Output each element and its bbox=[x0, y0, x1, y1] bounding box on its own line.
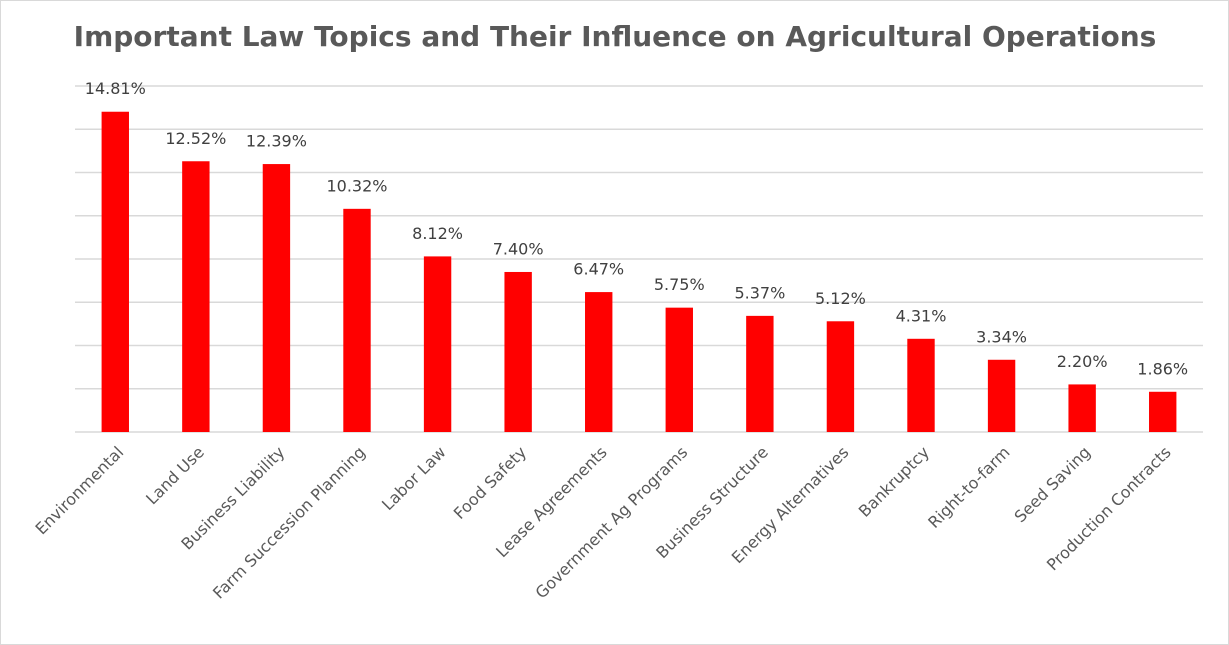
bar bbox=[504, 271, 532, 432]
bar bbox=[826, 321, 855, 432]
bar bbox=[1068, 384, 1096, 432]
bar bbox=[182, 161, 210, 432]
data-label: 1.86% bbox=[1137, 359, 1188, 378]
data-label: 10.32% bbox=[326, 176, 387, 195]
data-label: 4.31% bbox=[896, 306, 947, 325]
bar bbox=[746, 315, 774, 432]
data-label: 5.75% bbox=[654, 275, 705, 294]
data-label: 5.37% bbox=[734, 283, 785, 302]
data-label: 14.81% bbox=[85, 79, 146, 98]
data-label: 5.12% bbox=[815, 289, 866, 308]
bar bbox=[585, 292, 613, 432]
bar bbox=[907, 338, 935, 432]
data-label: 3.34% bbox=[976, 327, 1027, 346]
data-label: 8.12% bbox=[412, 224, 463, 243]
data-label: 2.20% bbox=[1057, 352, 1108, 371]
bar bbox=[987, 359, 1016, 432]
bar bbox=[101, 111, 129, 432]
bar bbox=[343, 208, 371, 432]
bar bbox=[423, 256, 452, 432]
bar bbox=[665, 307, 693, 432]
data-label: 7.40% bbox=[493, 239, 544, 258]
data-label: 12.39% bbox=[246, 132, 307, 151]
bar bbox=[262, 164, 291, 432]
data-label: 12.52% bbox=[165, 129, 226, 148]
chart-title: Important Law Topics and Their Influence… bbox=[74, 20, 1157, 53]
data-label: 6.47% bbox=[573, 260, 624, 279]
bar bbox=[1149, 391, 1177, 432]
